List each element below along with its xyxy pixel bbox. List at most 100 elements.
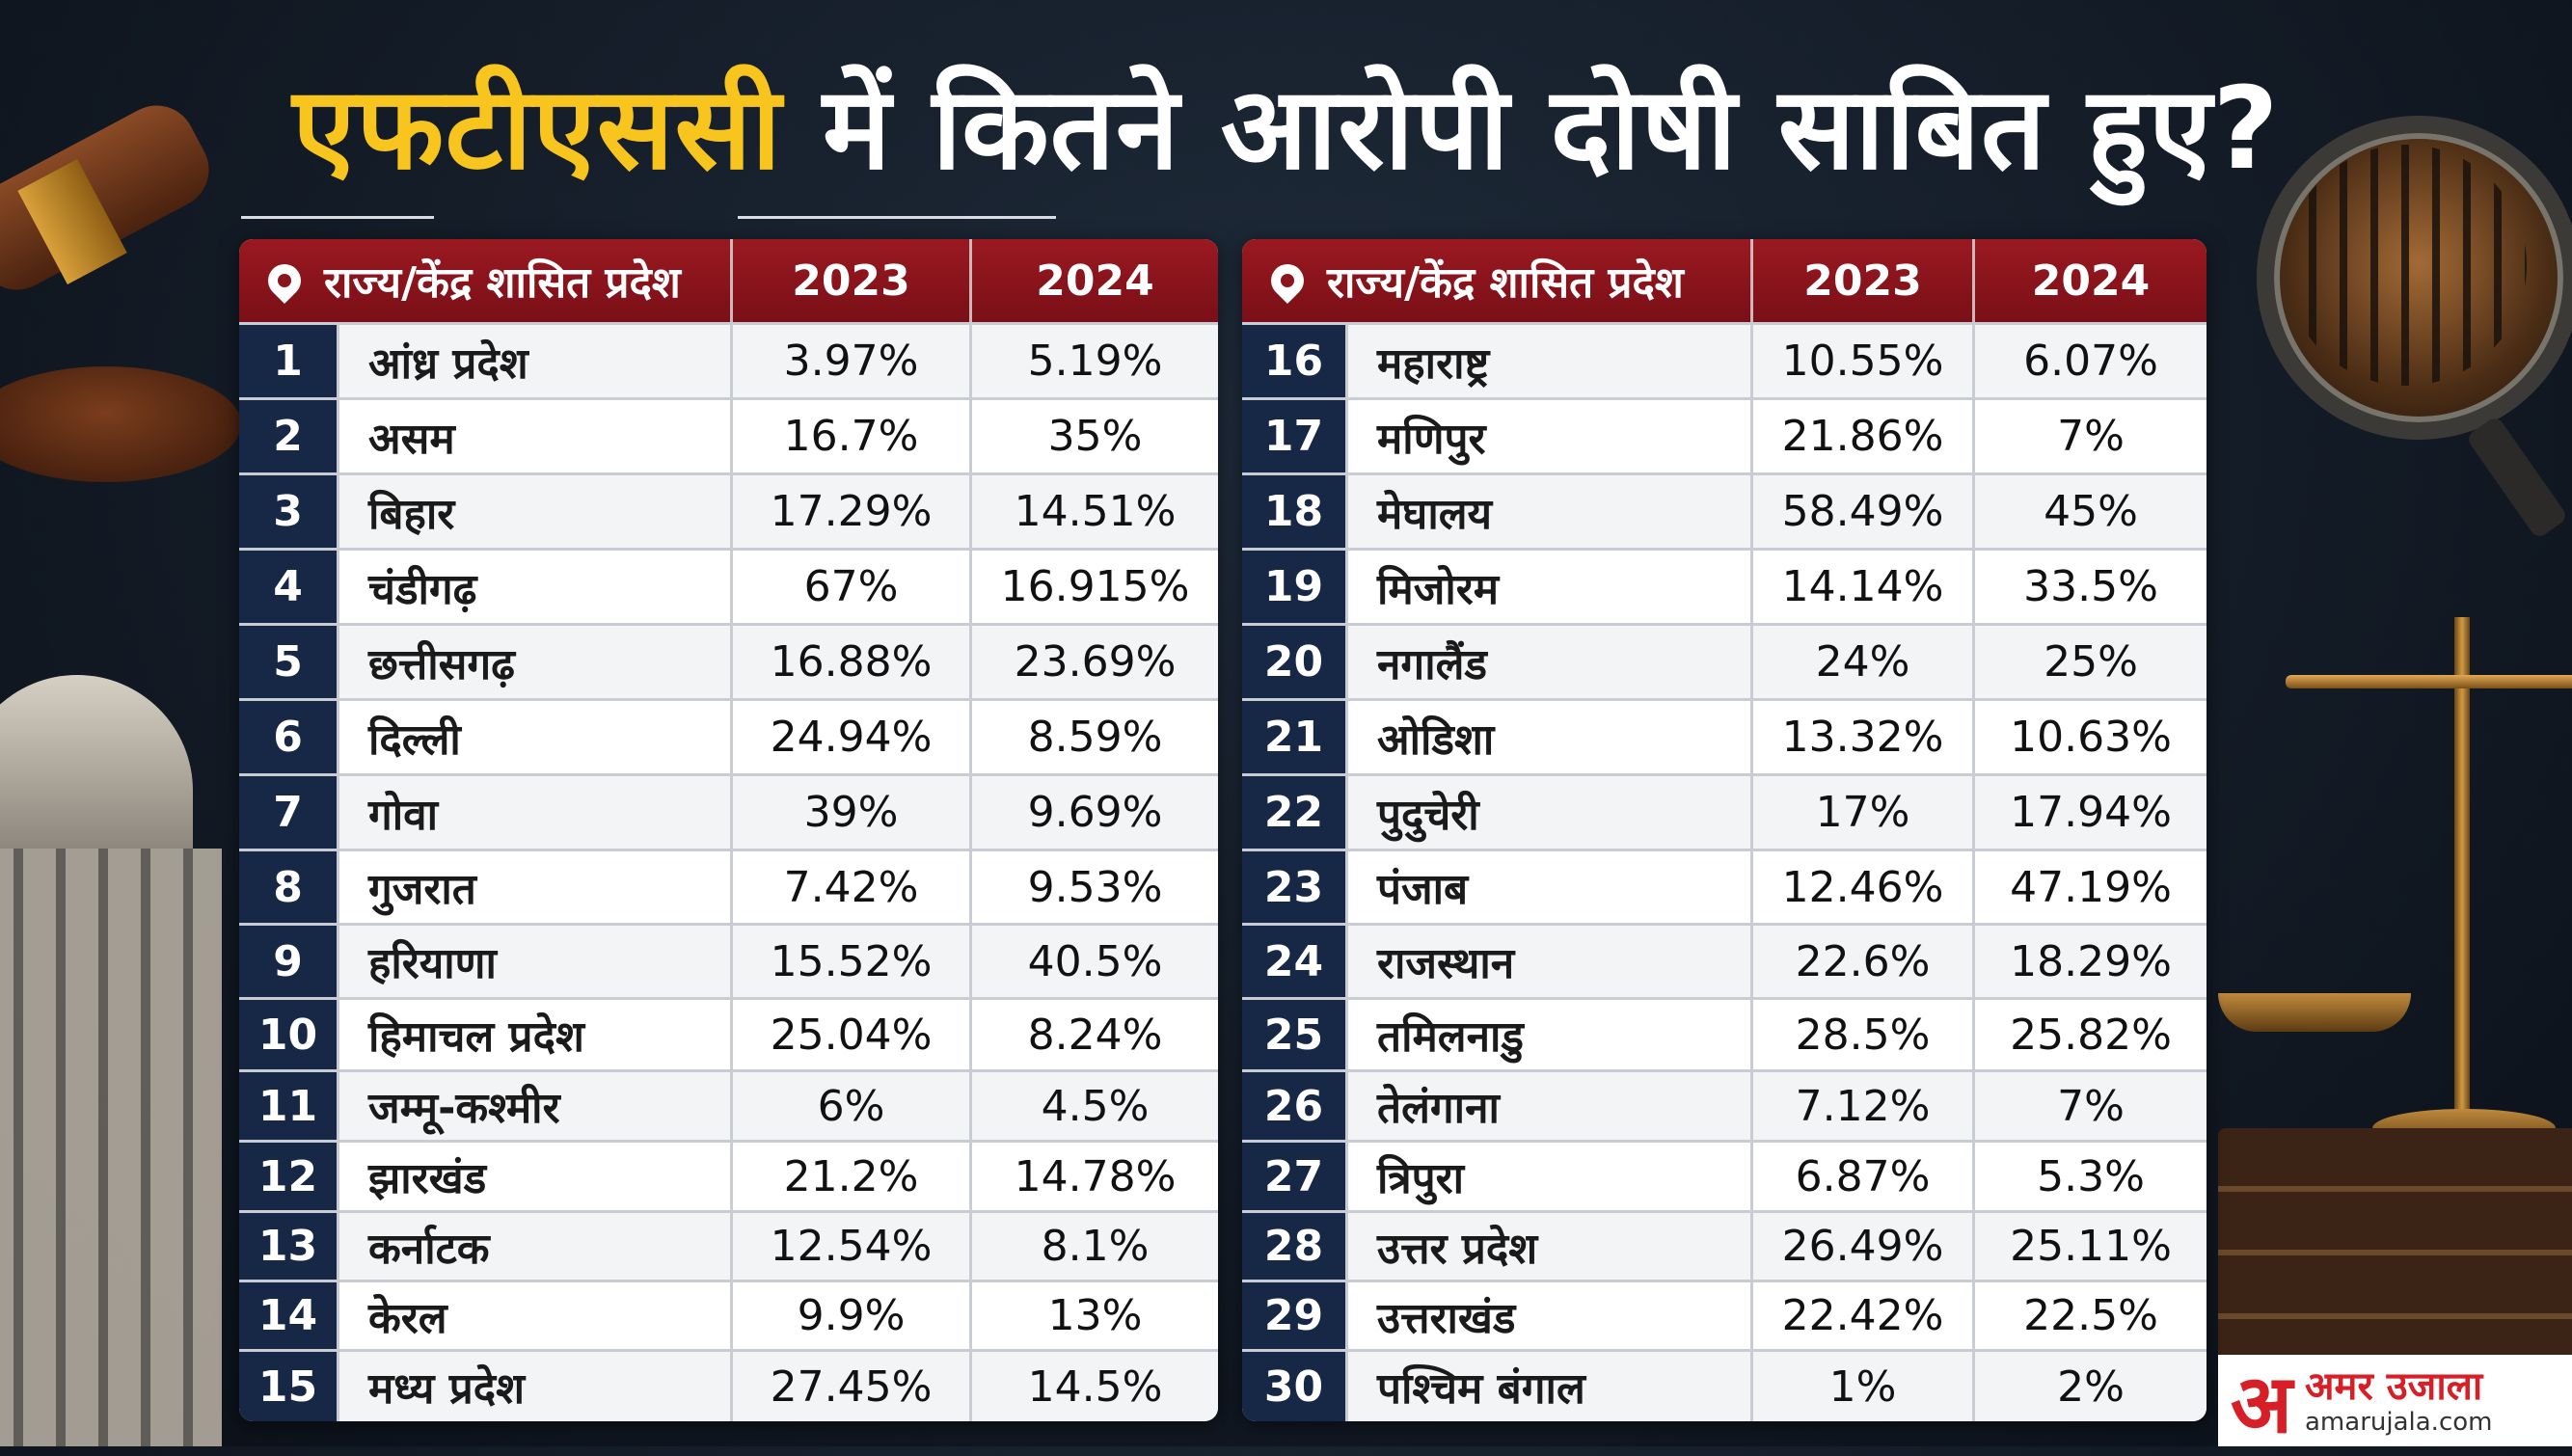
logo-glyph: अ: [2230, 1356, 2293, 1451]
value-2023: 6.87%: [1753, 1143, 1975, 1210]
row-number: 20: [1242, 626, 1348, 698]
row-number: 25: [1242, 1000, 1348, 1069]
location-pin-icon: [260, 256, 309, 305]
value-2024: 5.19%: [972, 325, 1218, 397]
header-2023: 2023: [733, 239, 972, 322]
table-row: 3 बिहार 17.29% 14.51%: [239, 472, 1218, 548]
table-row: 28 उत्तर प्रदेश 26.49% 25.11%: [1242, 1210, 2207, 1280]
value-2024: 8.59%: [1027, 713, 1163, 762]
amar-ujala-logo: अ अमर उजाला amarujala.com: [2218, 1355, 2572, 1451]
state-name: हरियाणा: [339, 926, 733, 997]
state-name: मणिपुर: [1348, 400, 1753, 472]
value-2024: 17.94%: [1975, 776, 2207, 849]
table-row: 18 मेघालय 58.49% 45%: [1242, 472, 2207, 548]
table-right: राज्य/केंद्र शासित प्रदेश 2023 2024 16 मह…: [1242, 239, 2207, 1421]
row-number: 9: [239, 926, 339, 997]
value-2023: 3.97%: [733, 325, 972, 397]
state-name: आंध्र प्रदेश: [339, 325, 733, 397]
row-number: 7: [239, 776, 339, 849]
value-2024: 47.19%: [2010, 862, 2172, 912]
table-row: 26 तेलंगाना 7.12% 7%: [1242, 1069, 2207, 1140]
value-2024: 22.5%: [2023, 1291, 2158, 1340]
row-number: 16: [1242, 325, 1348, 397]
row-number: 1: [239, 325, 339, 397]
table-row: 25 तमिलनाडु 28.5% 25.82%: [1242, 997, 2207, 1069]
value-2024: 25.82%: [2010, 1010, 2172, 1060]
row-number: 22: [1242, 776, 1348, 849]
value-2023: 25.04%: [733, 1000, 972, 1069]
value-2023: 24.94%: [733, 701, 972, 773]
table-row: 7 गोवा 39% 9.69%: [239, 773, 1218, 849]
table-row: 29 उत्तराखंड 22.42% 22.5%: [1242, 1280, 2207, 1349]
row-number: 30: [1242, 1352, 1348, 1421]
row-number: 29: [1242, 1282, 1348, 1349]
value-2024: 8.1%: [972, 1213, 1218, 1280]
table-row: 6 दिल्ली 24.94% 8.59%: [239, 698, 1218, 773]
state-name: मेघालय: [1348, 475, 1753, 548]
value-2023: 24%: [1753, 626, 1975, 698]
table-body: 1 आंध्र प्रदेश 3.97% 5.19% 2 असम 16.7% 35% 3 बिहा…: [239, 322, 1218, 1421]
row-number: 10: [239, 1000, 339, 1069]
value-2024: 4.5%: [972, 1072, 1218, 1140]
value-2024: 35%: [1047, 412, 1143, 461]
row-number: 14: [239, 1282, 339, 1349]
value-2023: 10.55%: [1753, 325, 1975, 397]
row-number: 21: [1242, 701, 1348, 773]
table-row: 24 राजस्थान 22.6% 18.29%: [1242, 923, 2207, 997]
value-2024: 14.78%: [1014, 1151, 1177, 1201]
value-2024: 5.3%: [2037, 1151, 2145, 1201]
row-number: 2: [239, 400, 339, 472]
value-2023: 16.7%: [733, 400, 972, 472]
value-2024: 8.24%: [1027, 1010, 1163, 1060]
logo-name: अमर उजाला: [2305, 1363, 2483, 1409]
table-body: 16 महाराष्ट्र 10.55% 6.07% 17 मणिपुर 21.86% 7% 1…: [1242, 322, 2207, 1421]
table-row: 17 मणिपुर 21.86% 7%: [1242, 397, 2207, 472]
row-number: 13: [239, 1213, 339, 1280]
table-row: 21 ओडिशा 13.32% 10.63%: [1242, 698, 2207, 773]
table-row: 16 महाराष्ट्र 10.55% 6.07%: [1242, 322, 2207, 397]
row-number: 6: [239, 701, 339, 773]
location-pin-icon: [1263, 256, 1312, 305]
value-2023: 39%: [733, 776, 972, 849]
court-dome-illustration: [0, 675, 193, 849]
title-underline-left: [241, 216, 434, 219]
court-building-illustration: [0, 849, 222, 1446]
state-name: असम: [339, 400, 733, 472]
value-2023: 12.54%: [733, 1213, 972, 1280]
row-number: 18: [1242, 475, 1348, 548]
justice-scale-pan: [2218, 993, 2411, 1032]
value-2023: 22.42%: [1753, 1282, 1975, 1349]
row-number: 19: [1242, 551, 1348, 623]
value-2023: 17.29%: [733, 475, 972, 548]
state-name: जम्मू-कश्मीर: [339, 1072, 733, 1140]
table-header: राज्य/केंद्र शासित प्रदेश 2023 2024: [1242, 239, 2207, 322]
table-row: 10 हिमाचल प्रदेश 25.04% 8.24%: [239, 997, 1218, 1069]
value-2024: 40.5%: [972, 926, 1218, 997]
header-2024: 2024: [1036, 256, 1154, 306]
title-highlight: एफटीएससी: [292, 62, 782, 195]
state-name: महाराष्ट्र: [1348, 325, 1753, 397]
state-name: दिल्ली: [339, 701, 733, 773]
table-row: 20 नगालैंड 24% 25%: [1242, 623, 2207, 698]
value-2023: 15.52%: [733, 926, 972, 997]
state-name: तेलंगाना: [1348, 1072, 1753, 1140]
value-2023: 28.5%: [1753, 1000, 1975, 1069]
row-number: 15: [239, 1352, 339, 1421]
value-2024: 6.07%: [1975, 325, 2207, 397]
state-name: राजस्थान: [1348, 926, 1753, 997]
header-2023: 2023: [1753, 239, 1975, 322]
row-number: 8: [239, 851, 339, 923]
table-row: 9 हरियाणा 15.52% 40.5%: [239, 923, 1218, 997]
state-name: झारखंड: [339, 1143, 733, 1210]
law-books-illustration: [2218, 1128, 2572, 1360]
state-name: गुजरात: [339, 851, 733, 923]
header-state-label: राज्य/केंद्र शासित प्रदेश: [324, 258, 681, 308]
value-2024: 25%: [1975, 626, 2207, 698]
value-2024: 2%: [1975, 1352, 2207, 1421]
value-2024: 45%: [1975, 475, 2207, 548]
gavel-block-illustration: [0, 366, 241, 482]
table-row: 19 मिजोरम 14.14% 33.5%: [1242, 548, 2207, 623]
row-number: 11: [239, 1072, 339, 1140]
state-name: मध्य प्रदेश: [339, 1352, 733, 1421]
state-name: हिमाचल प्रदेश: [339, 1000, 733, 1069]
